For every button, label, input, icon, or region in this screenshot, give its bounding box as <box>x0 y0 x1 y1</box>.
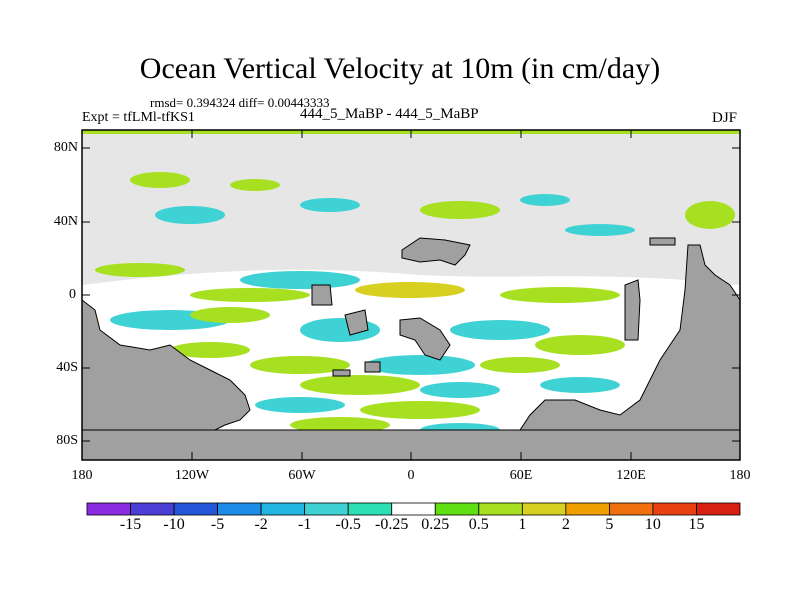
field-blob <box>255 397 345 413</box>
field-blob <box>155 206 225 224</box>
field-blob <box>300 375 420 395</box>
lon-label: 120E <box>616 468 646 483</box>
land-east <box>519 244 741 431</box>
colorbar-label: -10 <box>163 516 185 533</box>
colorbar-swatch <box>521 502 567 516</box>
lon-label: 60E <box>509 468 533 483</box>
field-blob <box>240 271 360 289</box>
land-island-small <box>332 369 351 377</box>
lon-label: 180 <box>729 468 751 483</box>
colorbar-label: 2 <box>561 516 570 533</box>
colorbar-label: 10 <box>644 516 661 533</box>
field-blob <box>420 201 500 219</box>
colorbar-swatch <box>304 502 349 516</box>
colorbar-swatch <box>696 502 741 516</box>
colorbar-label: 0.25 <box>421 516 450 533</box>
lat-ticks <box>82 147 740 442</box>
lon-ticks <box>191 130 632 460</box>
land-south-america <box>81 298 251 431</box>
field-blob <box>535 335 625 355</box>
field-blob <box>520 194 570 206</box>
colorbar-swatch <box>217 502 262 516</box>
colorbar-swatch <box>478 502 523 516</box>
land-island-small <box>344 309 369 336</box>
land-island-north <box>401 237 471 266</box>
colorbar-label: 15 <box>688 516 705 533</box>
field-blob <box>250 356 350 374</box>
field-blob <box>190 307 270 323</box>
land-island-small <box>364 361 381 373</box>
lat-label: 0 <box>69 287 76 302</box>
colorbar-swatch <box>565 502 610 516</box>
colorbar-label: 5 <box>605 516 614 533</box>
land-island-mid <box>399 317 451 361</box>
case-label: 444_5_MaBP - 444_5_MaBP <box>300 106 479 122</box>
colorbar-swatch <box>173 502 218 516</box>
lon-label: 180 <box>71 468 93 483</box>
map-title: Ocean Vertical Velocity at 10m (in cm/da… <box>139 52 661 85</box>
colorbar-label: -0.25 <box>375 516 409 533</box>
expt-label: Expt = tfLMl-tfKS1 <box>82 110 195 125</box>
stats-text: rmsd= 0.394324 diff= 0.00443333 <box>150 95 330 110</box>
colorbar-swatch <box>652 502 697 516</box>
colorbar-swatch <box>434 502 480 516</box>
field-blob <box>420 382 500 398</box>
field-blob <box>565 224 635 236</box>
lat-label: 80N <box>53 140 78 155</box>
land-island-small <box>311 284 333 306</box>
land-island-small <box>649 237 676 246</box>
colorbar-label: -15 <box>119 516 142 533</box>
colorbar-swatch <box>347 502 393 516</box>
field-blob <box>300 198 360 212</box>
lat-label: 40N <box>53 214 78 229</box>
colorbar-swatch <box>86 502 131 516</box>
colorbar-label: -0.5 <box>335 516 361 533</box>
lat-label: 40S <box>56 360 78 375</box>
colorbar-swatch <box>609 502 654 516</box>
lat-label: 80S <box>56 433 78 448</box>
field-blob <box>450 320 550 340</box>
colorbar-label: -2 <box>254 516 268 533</box>
field-blob <box>365 355 475 375</box>
field-blob <box>360 401 480 419</box>
colorbar-swatch <box>260 502 306 516</box>
field-blob <box>480 357 560 373</box>
field-blob <box>685 201 735 229</box>
season-label: DJF <box>712 110 738 126</box>
lon-label: 120W <box>174 468 210 483</box>
colorbar-swatch <box>391 502 436 516</box>
field-blob <box>230 179 280 191</box>
field-blob <box>170 342 250 358</box>
lon-label: 0 <box>407 468 415 483</box>
field-blob <box>500 287 620 303</box>
colorbar-swatch <box>130 502 175 516</box>
colorbar-label: -5 <box>210 516 225 533</box>
lon-label: 60W <box>288 468 316 483</box>
colorbar-label: 1 <box>518 516 527 533</box>
field-blob <box>290 417 390 433</box>
colorbar <box>86 502 741 516</box>
field-blob <box>95 263 185 277</box>
field-blob <box>540 377 620 393</box>
land-island-narrow <box>624 279 641 341</box>
field-blob <box>355 282 465 298</box>
colorbar-label: 0.5 <box>468 516 489 533</box>
field-blob <box>130 172 190 188</box>
colorbar-label: -1 <box>297 516 312 533</box>
field-blob <box>190 288 310 302</box>
